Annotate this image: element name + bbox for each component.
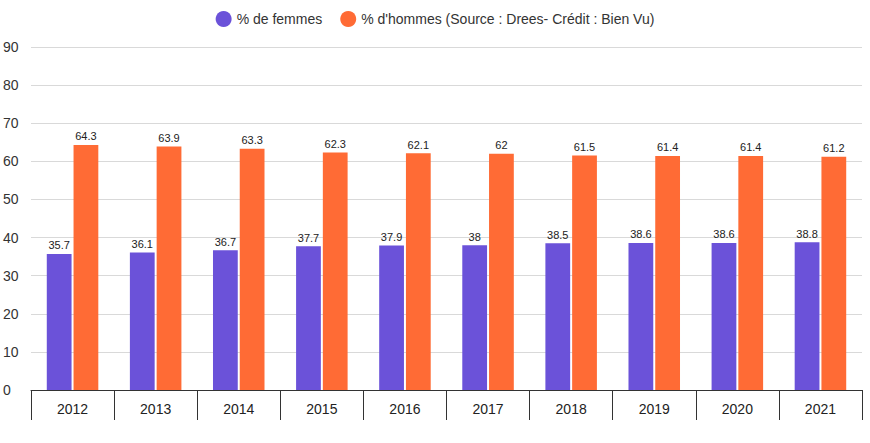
svg-text:2019: 2019 bbox=[639, 401, 670, 417]
svg-text:37.9: 37.9 bbox=[381, 231, 402, 243]
svg-text:38.6: 38.6 bbox=[713, 228, 734, 240]
svg-text:38.8: 38.8 bbox=[796, 228, 817, 240]
svg-text:30: 30 bbox=[3, 268, 19, 284]
svg-text:38.5: 38.5 bbox=[547, 229, 568, 241]
svg-text:90: 90 bbox=[3, 39, 19, 55]
svg-text:2020: 2020 bbox=[722, 401, 753, 417]
svg-text:64.3: 64.3 bbox=[75, 130, 96, 142]
svg-text:2014: 2014 bbox=[223, 401, 254, 417]
svg-text:38: 38 bbox=[469, 231, 481, 243]
svg-text:2021: 2021 bbox=[805, 401, 836, 417]
svg-text:2018: 2018 bbox=[556, 401, 587, 417]
svg-text:62.3: 62.3 bbox=[325, 138, 346, 150]
svg-text:70: 70 bbox=[3, 115, 19, 131]
svg-text:2017: 2017 bbox=[472, 401, 503, 417]
svg-text:% de femmes: % de femmes bbox=[237, 11, 323, 27]
svg-text:35.7: 35.7 bbox=[48, 239, 69, 251]
svg-text:37.7: 37.7 bbox=[298, 232, 319, 244]
svg-text:2012: 2012 bbox=[57, 401, 88, 417]
svg-text:2016: 2016 bbox=[389, 401, 420, 417]
svg-text:40: 40 bbox=[3, 230, 19, 246]
svg-text:60: 60 bbox=[3, 153, 19, 169]
svg-text:10: 10 bbox=[3, 344, 19, 360]
svg-text:63.3: 63.3 bbox=[241, 134, 262, 146]
svg-text:36.7: 36.7 bbox=[215, 236, 236, 248]
svg-text:61.4: 61.4 bbox=[657, 141, 678, 153]
svg-text:38.6: 38.6 bbox=[630, 228, 651, 240]
svg-text:62.1: 62.1 bbox=[408, 139, 429, 151]
svg-text:61.2: 61.2 bbox=[823, 142, 844, 154]
svg-text:63.9: 63.9 bbox=[158, 132, 179, 144]
svg-text:50: 50 bbox=[3, 191, 19, 207]
svg-text:2015: 2015 bbox=[306, 401, 337, 417]
svg-text:0: 0 bbox=[3, 382, 11, 398]
svg-text:% d'hommes (Source : Drees- Cr: % d'hommes (Source : Drees- Crédit : Bie… bbox=[361, 11, 654, 27]
svg-text:20: 20 bbox=[3, 306, 19, 322]
svg-text:80: 80 bbox=[3, 77, 19, 93]
svg-text:62: 62 bbox=[495, 139, 507, 151]
svg-text:36.1: 36.1 bbox=[132, 238, 153, 250]
svg-text:61.5: 61.5 bbox=[574, 141, 595, 153]
svg-text:2013: 2013 bbox=[140, 401, 171, 417]
svg-text:61.4: 61.4 bbox=[740, 141, 761, 153]
